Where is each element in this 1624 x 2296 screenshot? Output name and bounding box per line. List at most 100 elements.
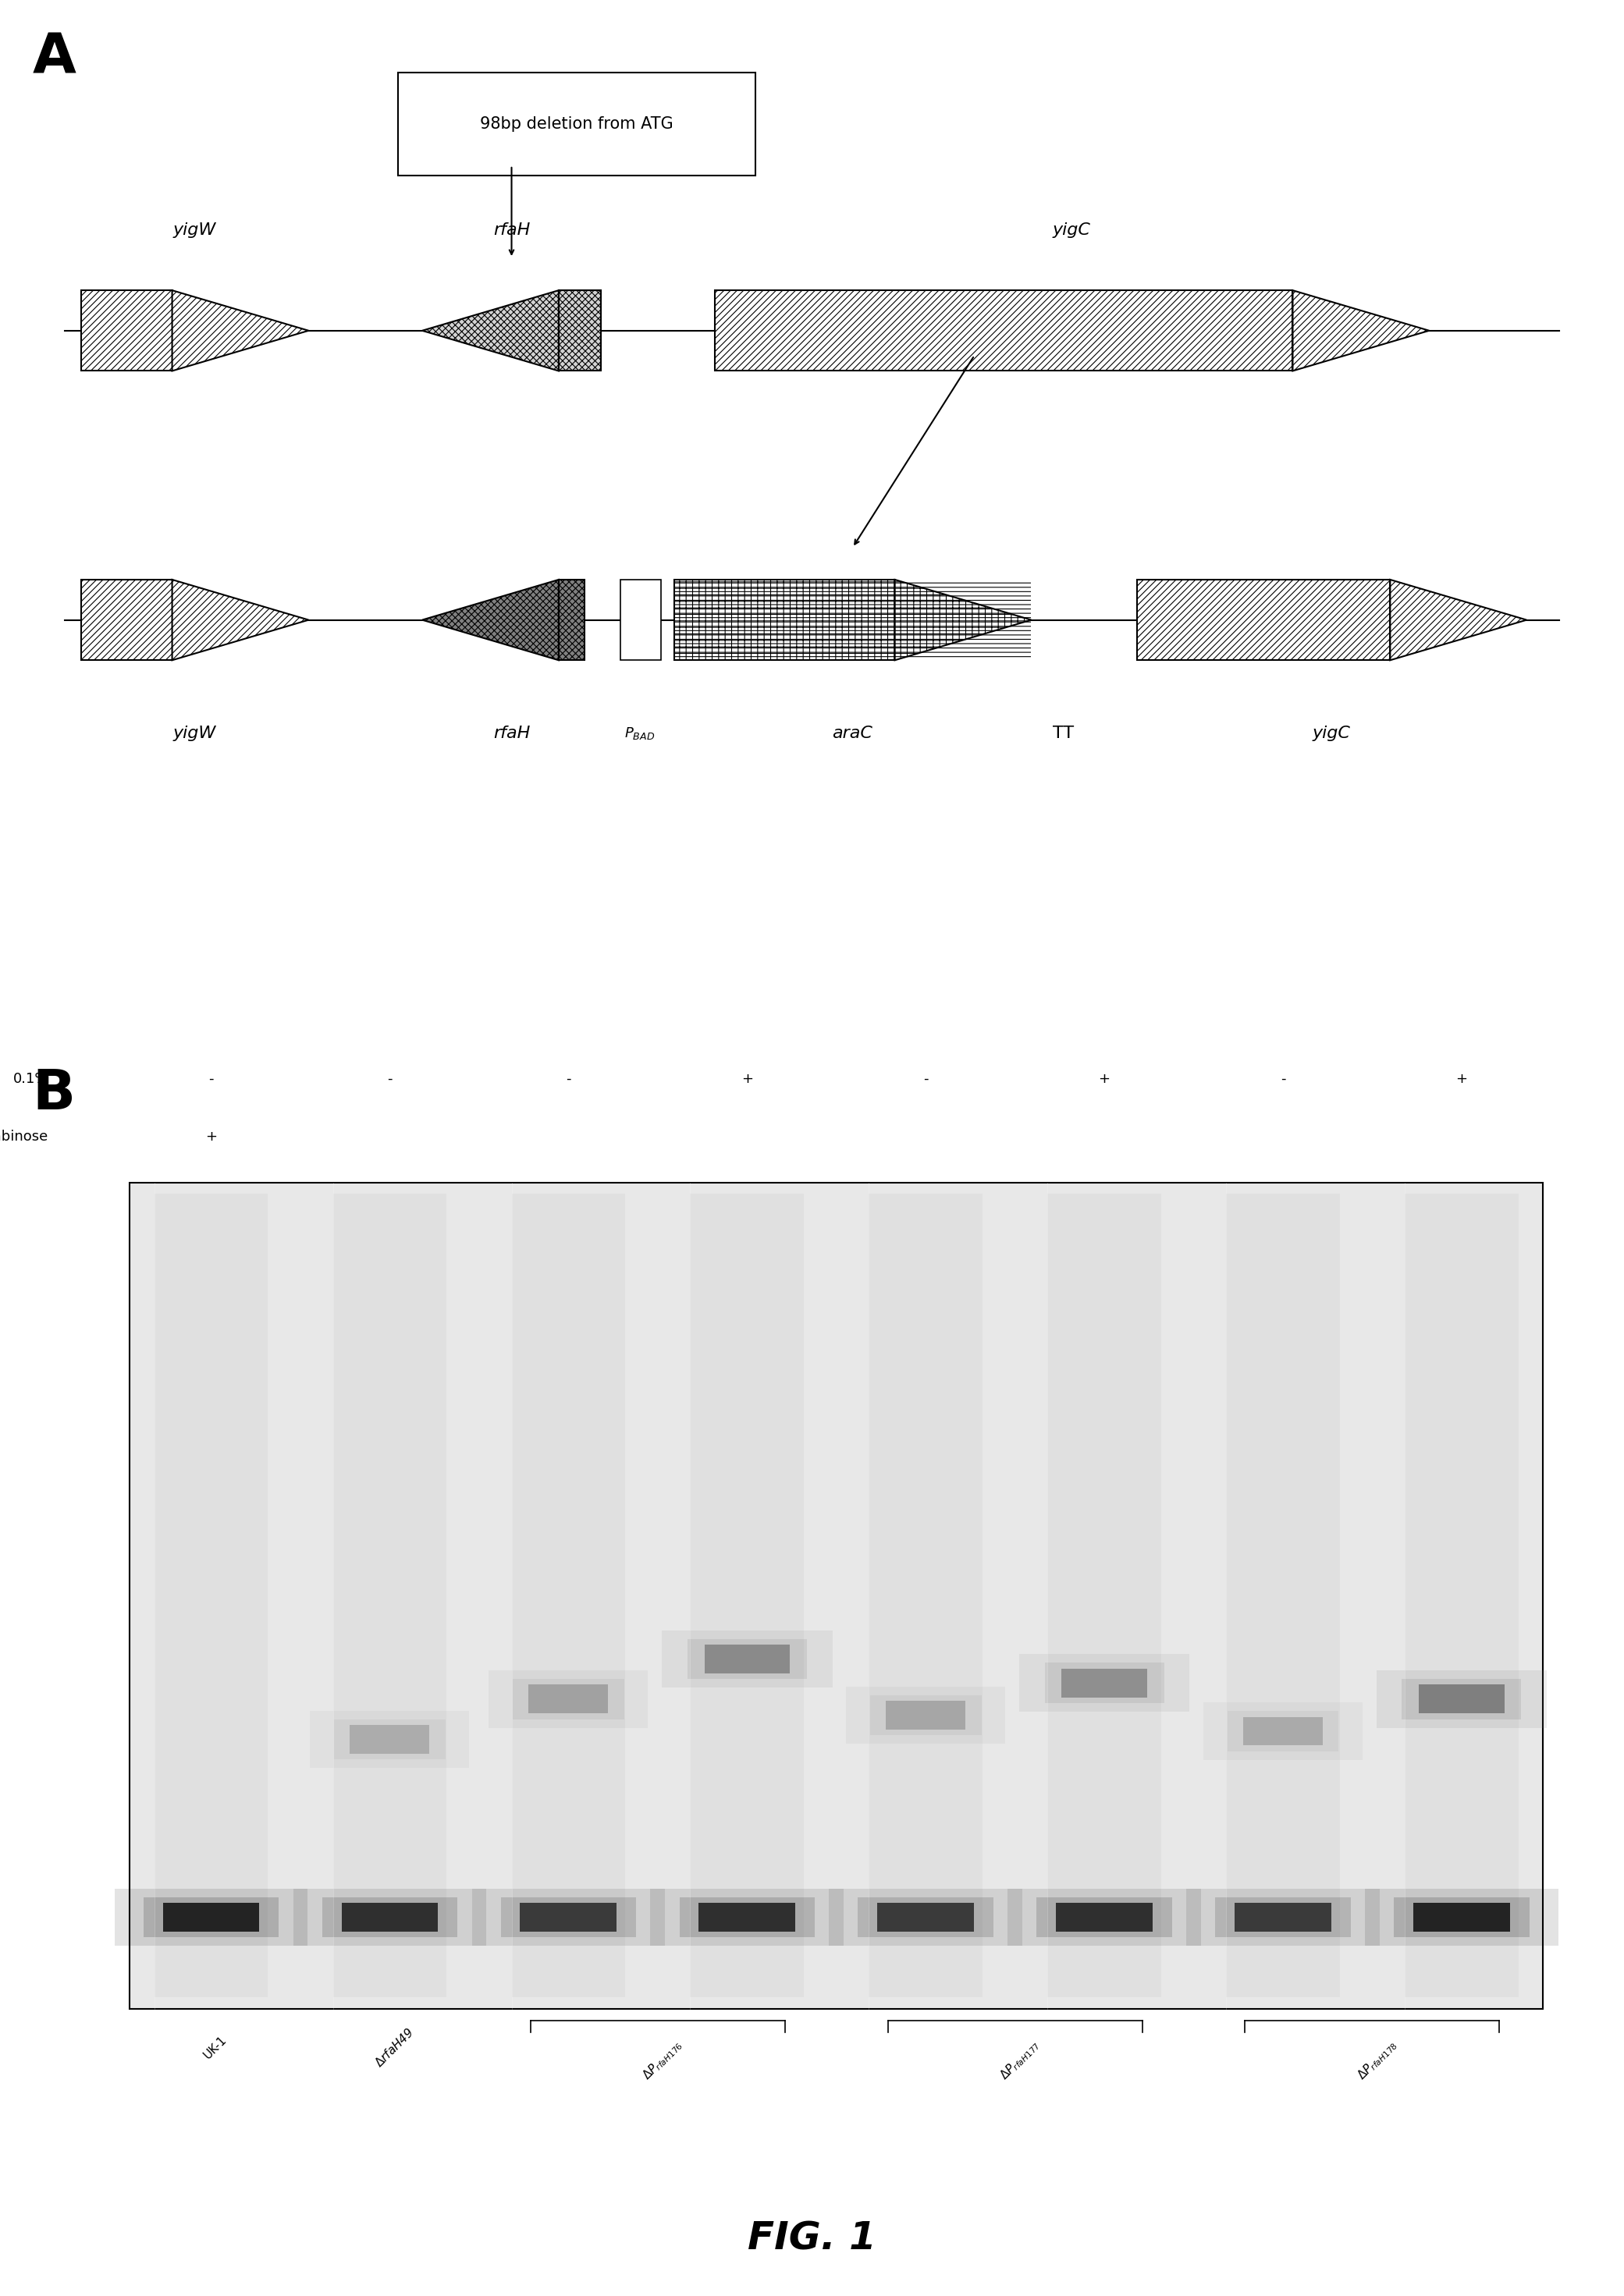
Bar — [154, 1194, 268, 1998]
Bar — [1062, 1669, 1147, 1697]
Bar — [679, 1896, 815, 1938]
Text: -: - — [565, 1072, 572, 1086]
Text: TT: TT — [1052, 726, 1075, 742]
Bar — [81, 579, 172, 661]
Polygon shape — [172, 579, 309, 661]
Bar — [1364, 1887, 1557, 1945]
Bar — [1228, 1711, 1338, 1752]
Text: $\Delta$rfaH49: $\Delta$rfaH49 — [372, 2025, 416, 2069]
Text: $\Delta P_{rfaH177}$: $\Delta P_{rfaH177}$ — [997, 2037, 1043, 2082]
Bar — [715, 289, 1293, 372]
Text: FIG. 1: FIG. 1 — [747, 2220, 877, 2257]
Text: yigW: yigW — [174, 223, 216, 236]
Text: araC: araC — [833, 726, 872, 742]
Bar — [887, 1701, 965, 1729]
Bar — [489, 1671, 648, 1727]
Text: B: B — [32, 1068, 75, 1120]
Bar — [1234, 1903, 1332, 1931]
Bar — [1244, 1717, 1322, 1745]
Bar — [869, 1194, 983, 1998]
Bar — [310, 1711, 469, 1768]
Polygon shape — [895, 579, 1031, 661]
Bar — [687, 1639, 807, 1678]
Bar — [1186, 1887, 1379, 1945]
Text: yigC: yigC — [1312, 726, 1351, 742]
Bar — [115, 1887, 309, 1945]
Bar — [341, 1903, 438, 1931]
Bar — [674, 579, 1031, 661]
Text: -: - — [1280, 1072, 1286, 1086]
Bar — [1393, 1896, 1530, 1938]
Bar — [887, 1701, 965, 1729]
Text: $P_{BAD}$: $P_{BAD}$ — [625, 726, 654, 742]
Bar — [705, 1644, 789, 1674]
Bar — [1047, 1194, 1161, 1998]
Bar — [1215, 1896, 1351, 1938]
Bar — [351, 1724, 429, 1754]
Bar — [663, 1630, 831, 1688]
Bar — [335, 1720, 445, 1759]
Bar — [559, 579, 585, 661]
Bar — [877, 1903, 974, 1931]
Bar — [143, 1896, 279, 1938]
Bar — [1419, 1685, 1504, 1713]
Bar — [559, 289, 601, 372]
Bar — [341, 1903, 438, 1931]
Bar — [698, 1903, 796, 1931]
Bar — [1402, 1678, 1522, 1720]
FancyBboxPatch shape — [398, 71, 755, 177]
Bar — [162, 1903, 260, 1931]
Polygon shape — [422, 579, 559, 661]
Bar — [1405, 1194, 1518, 1998]
Bar — [650, 1887, 844, 1945]
Bar — [500, 1896, 637, 1938]
Text: yigC: yigC — [1052, 223, 1091, 236]
Text: arabinose: arabinose — [0, 1130, 49, 1143]
Bar — [513, 1678, 624, 1720]
Bar — [1244, 1717, 1322, 1745]
Bar — [1376, 1671, 1546, 1727]
Bar — [690, 1194, 804, 1998]
Text: +: + — [741, 1072, 754, 1086]
Bar — [1226, 1194, 1340, 1998]
Bar — [512, 1194, 625, 1998]
Text: $\Delta P_{rfaH178}$: $\Delta P_{rfaH178}$ — [1354, 2037, 1400, 2082]
Bar — [333, 1194, 447, 1998]
Bar — [130, 1182, 1543, 2009]
Text: rfaH: rfaH — [494, 726, 529, 742]
Bar — [846, 1685, 1005, 1745]
Bar — [528, 1685, 607, 1713]
Text: -: - — [208, 1072, 214, 1086]
Bar — [528, 1685, 607, 1713]
Bar — [322, 1896, 458, 1938]
Bar — [1413, 1903, 1510, 1931]
Text: +: + — [1098, 1072, 1111, 1086]
Text: UK-1: UK-1 — [201, 2034, 229, 2062]
Bar — [877, 1903, 974, 1931]
Bar — [292, 1887, 487, 1945]
Bar — [1044, 1662, 1164, 1704]
Bar — [162, 1903, 260, 1931]
Bar — [1056, 1903, 1153, 1931]
Bar — [705, 1644, 789, 1674]
Text: 0.1%: 0.1% — [13, 1072, 49, 1086]
Polygon shape — [172, 289, 309, 372]
Polygon shape — [1390, 579, 1527, 661]
Bar — [1234, 1903, 1332, 1931]
Text: A: A — [32, 30, 76, 85]
Text: -: - — [387, 1072, 393, 1086]
Bar — [471, 1887, 666, 1945]
Text: rfaH: rfaH — [494, 223, 529, 236]
Bar — [520, 1903, 617, 1931]
Bar — [1020, 1653, 1189, 1711]
Text: $\Delta P_{rfaH176}$: $\Delta P_{rfaH176}$ — [640, 2037, 685, 2082]
Bar — [1137, 579, 1390, 661]
Text: +: + — [1455, 1072, 1468, 1086]
Bar — [520, 1903, 617, 1931]
Bar — [674, 579, 895, 661]
Bar — [620, 579, 661, 661]
Bar — [1203, 1704, 1363, 1759]
Bar — [351, 1724, 429, 1754]
Text: -: - — [922, 1072, 929, 1086]
Bar — [1419, 1685, 1504, 1713]
